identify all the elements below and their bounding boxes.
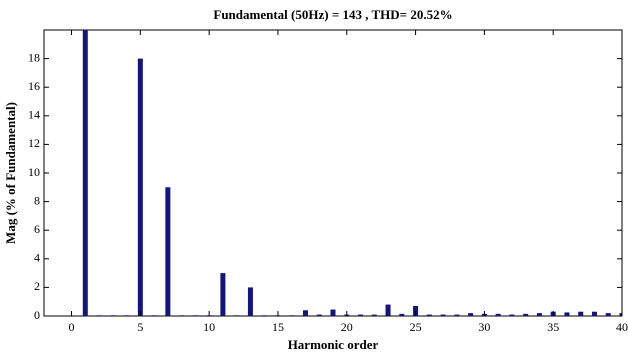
x-tick-label: 30 bbox=[478, 320, 490, 334]
bar bbox=[220, 273, 226, 316]
bar bbox=[523, 313, 529, 316]
bars bbox=[82, 30, 622, 316]
bar bbox=[247, 287, 253, 316]
y-tick-label: 4 bbox=[34, 251, 40, 265]
x-axis-label: Harmonic order bbox=[288, 337, 379, 352]
bar bbox=[468, 313, 474, 316]
bar bbox=[536, 313, 542, 316]
bar bbox=[426, 314, 432, 316]
x-tick-label: 20 bbox=[341, 320, 353, 334]
bar bbox=[316, 314, 322, 316]
bar bbox=[564, 312, 570, 316]
bar bbox=[110, 315, 116, 316]
y-tick-label: 2 bbox=[34, 279, 40, 293]
bar bbox=[179, 315, 185, 316]
y-tick-label: 12 bbox=[28, 136, 40, 150]
bar bbox=[96, 315, 102, 316]
x-tick-label: 10 bbox=[203, 320, 215, 334]
bar bbox=[302, 310, 308, 316]
bar bbox=[289, 315, 295, 316]
x-tick-label: 25 bbox=[410, 320, 422, 334]
bar bbox=[165, 187, 171, 316]
bar bbox=[137, 58, 143, 316]
bar bbox=[234, 315, 240, 316]
x-tick-label: 35 bbox=[547, 320, 559, 334]
plot-area bbox=[43, 29, 623, 317]
y-tick-label: 16 bbox=[28, 79, 40, 93]
bar bbox=[261, 315, 267, 316]
y-tick-label: 8 bbox=[34, 193, 40, 207]
bar bbox=[151, 315, 157, 316]
bar bbox=[399, 313, 405, 316]
bar bbox=[454, 314, 460, 316]
y-axis-label: Mag (% of Fundamental) bbox=[3, 102, 18, 244]
bar bbox=[330, 309, 336, 316]
bar bbox=[619, 313, 622, 316]
y-tick-label: 10 bbox=[28, 165, 40, 179]
x-tick-label: 15 bbox=[272, 320, 284, 334]
bar bbox=[358, 314, 364, 316]
x-tick-label: 40 bbox=[616, 320, 628, 334]
bar bbox=[385, 304, 391, 316]
bar bbox=[82, 30, 88, 316]
bar bbox=[509, 314, 515, 316]
y-tick-label: 14 bbox=[28, 108, 40, 122]
x-tick-label: 0 bbox=[69, 320, 75, 334]
bar bbox=[591, 311, 597, 316]
y-tick-label: 0 bbox=[34, 308, 40, 322]
bar bbox=[495, 313, 501, 316]
bar bbox=[371, 314, 377, 316]
bar bbox=[124, 315, 130, 316]
bar bbox=[605, 313, 611, 316]
bar bbox=[440, 314, 446, 316]
bar bbox=[192, 315, 198, 316]
y-tick-label: 6 bbox=[34, 222, 40, 236]
x-tick-label: 5 bbox=[137, 320, 143, 334]
bar bbox=[413, 305, 419, 316]
bar bbox=[578, 311, 584, 316]
chart-title: Fundamental (50Hz) = 143 , THD= 20.52% bbox=[213, 7, 452, 22]
y-tick-label: 18 bbox=[28, 50, 40, 64]
